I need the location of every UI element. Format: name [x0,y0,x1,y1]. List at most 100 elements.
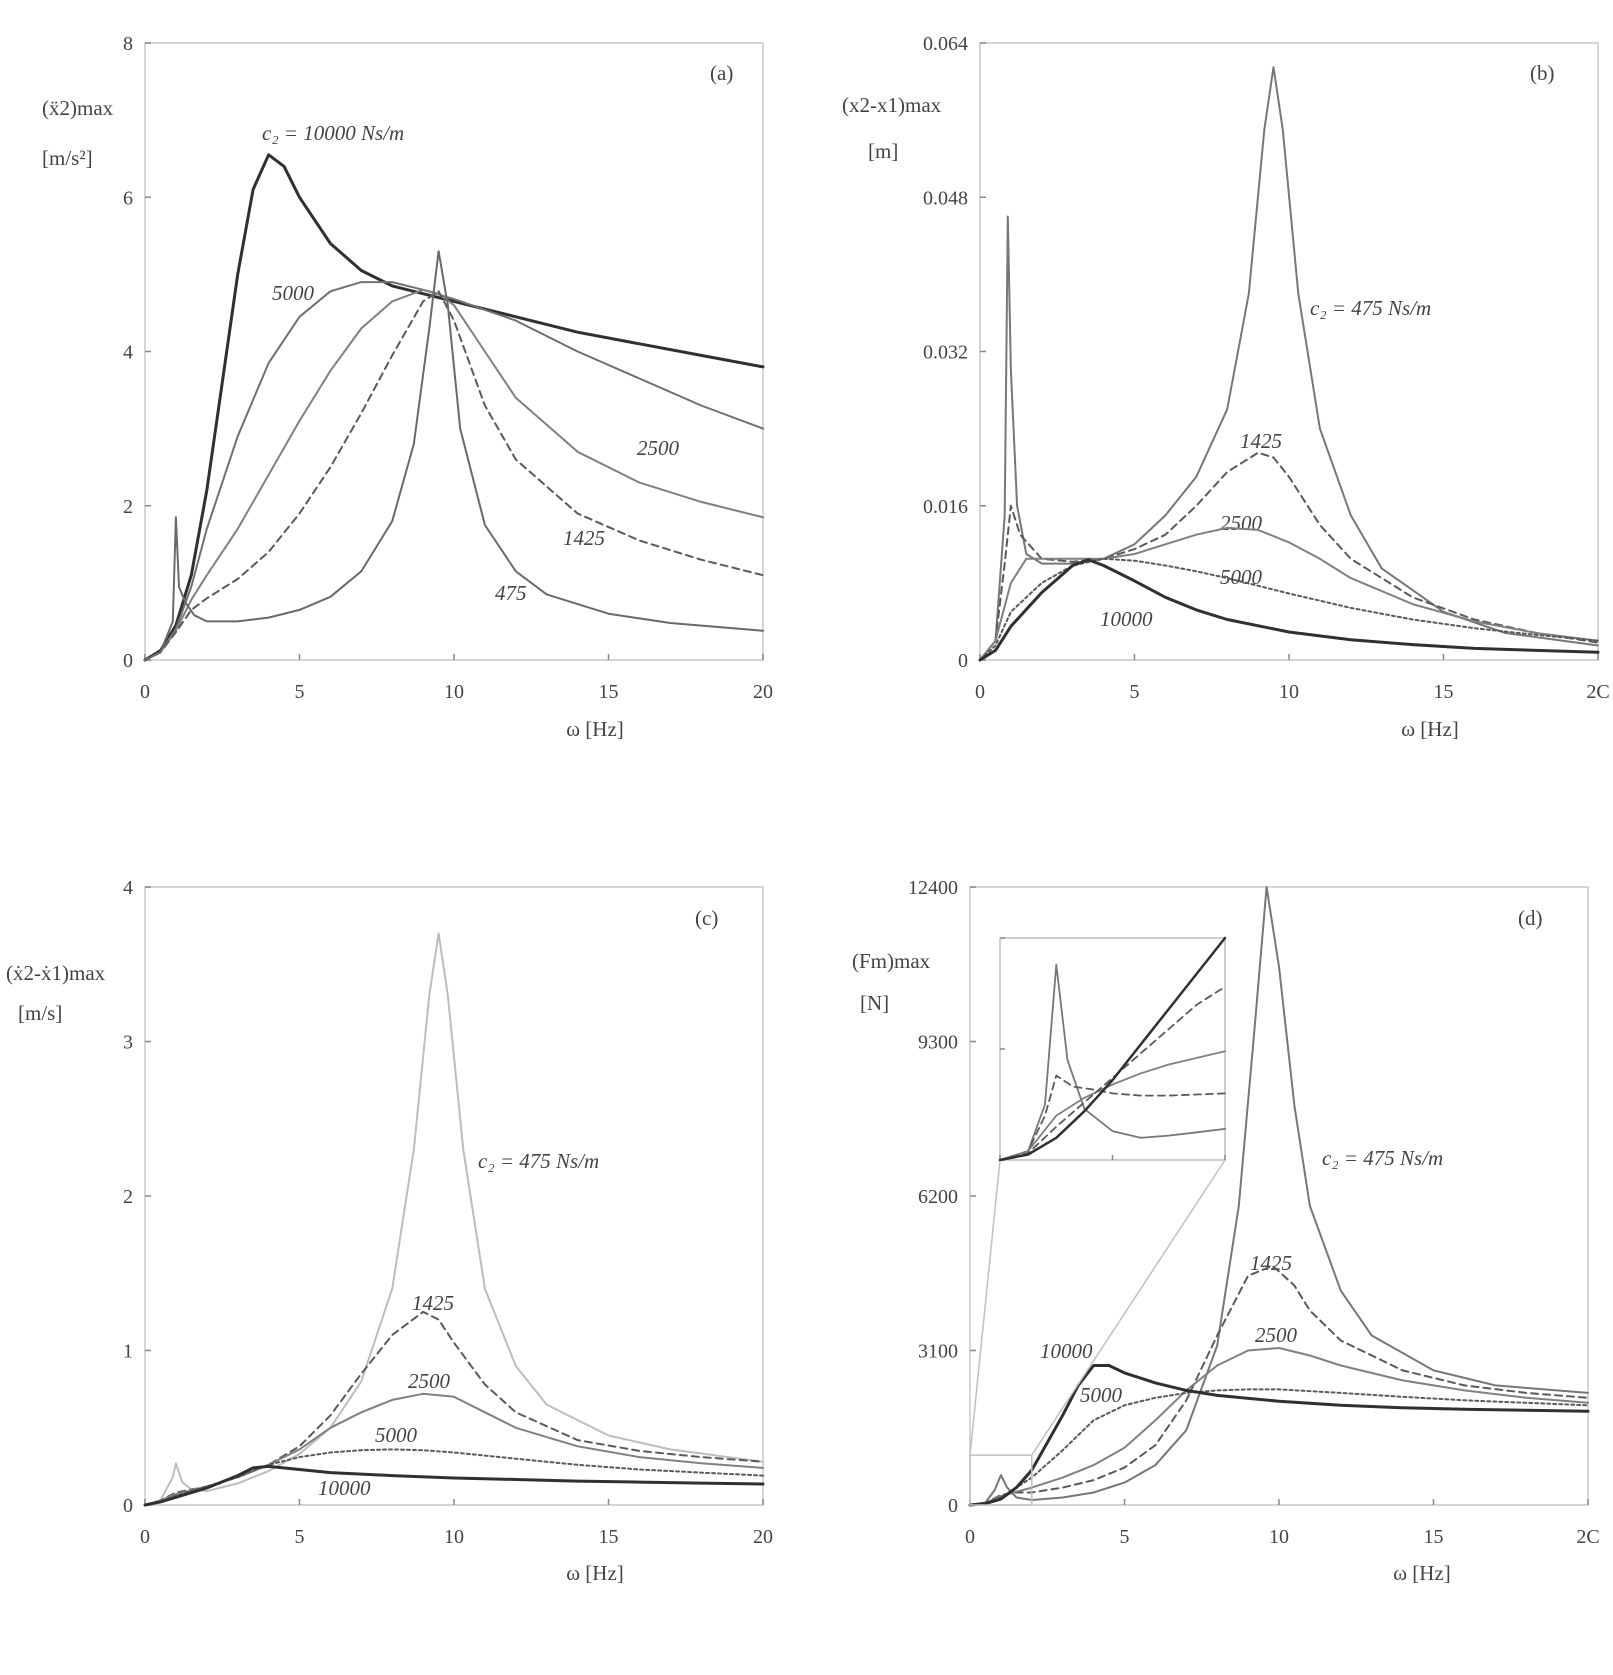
inset-series-line-5000 [999,985,1226,1161]
chart-panel-c: (c) (ẋ2-ẋ1)max [m/s] ω [Hz] c₂ = 475 Ns/… [6,877,773,1585]
annotation-d-1425: 1425 [1250,1251,1292,1275]
annotation-b-2500: 2500 [1220,511,1263,535]
y-tick-label-c: 1 [123,1341,133,1363]
inset-series-line-2500 [999,1050,1226,1161]
ylabel-a-line2: [m/s²] [42,146,93,170]
annotation-c-5000: 5000 [375,1423,418,1447]
annotation-b-10000: 10000 [1100,607,1153,631]
x-tick-label-b: 0 [975,681,985,703]
annotation-a-475: 475 [495,581,527,605]
ylabel-a-line1: (ẍ2)max [42,96,114,120]
annotation-d-2500: 2500 [1255,1323,1298,1347]
series-line-a-1425 [144,290,764,661]
series-line-b-5000 [979,557,1599,661]
x-tick-label-b: 5 [1130,681,1140,703]
annotation-c-c2-475: c₂ = 475 Ns/m [478,1149,599,1173]
xlabel-d: ω [Hz] [1393,1561,1451,1585]
x-tick-label-c: 20 [753,1526,773,1548]
x-tick-label-b: 15 [1434,681,1454,703]
x-tick-label-c: 10 [444,1526,464,1548]
series-line-b-475 [979,66,1599,661]
y-tick-label-c: 3 [123,1032,133,1054]
inset-frame [999,937,1226,1161]
annotation-b-1425: 1425 [1240,429,1282,453]
y-tick-label-b: 0.064 [923,33,968,55]
xlabel-c: ω [Hz] [566,1561,624,1585]
y-tick-label-b: 0.032 [923,342,968,364]
x-tick-label-a: 0 [140,681,150,703]
y-tick-label-b: 0.048 [923,187,968,209]
x-tick-label-c: 5 [295,1526,305,1548]
annotation-a-5000: 5000 [272,281,315,305]
y-tick-label-d: 9300 [918,1032,958,1054]
x-tick-label-c: 15 [599,1526,619,1548]
y-tick-label-c: 4 [123,877,133,899]
panel-label-c: (c) [695,906,718,930]
series-line-d-10000 [968,1364,1590,1507]
annotation-c-2500: 2500 [408,1369,451,1393]
ylabel-c-line1: (ẋ2-ẋ1)max [6,961,106,985]
inset-series-line-475 [999,963,1226,1161]
x-tick-label-d: 0 [965,1526,975,1548]
x-tick-label-a: 10 [444,681,464,703]
inset-plot [998,936,1227,1162]
annotation-b-c2-475: c₂ = 475 Ns/m [1310,296,1431,320]
x-tick-label-c: 0 [140,1526,150,1548]
series-line-b-2500 [979,526,1599,661]
annotation-c-1425: 1425 [412,1291,454,1315]
series-line-a-2500 [144,288,764,661]
inset-series-line-10000 [998,936,1227,1162]
ylabel-b-line1: (x2-x1)max [842,93,942,117]
series-line-d-2500 [969,1347,1589,1506]
series-line-d-475 [969,886,1589,1506]
ylabel-d-line2: [N] [860,991,889,1015]
series-line-a-475 [144,250,764,661]
x-tick-label-a: 15 [599,681,619,703]
y-tick-label-b: 0 [958,650,968,672]
x-tick-label-b: 2C [1586,681,1609,703]
y-tick-label-d: 0 [948,1495,958,1517]
series-line-b-1425 [979,451,1599,661]
ylabel-c-line2: [m/s] [18,1001,62,1025]
y-tick-label-d: 6200 [918,1186,958,1208]
y-tick-label-a: 0 [123,650,133,672]
annotation-d-10000: 10000 [1040,1339,1093,1363]
x-tick-label-b: 10 [1279,681,1299,703]
panel-label-b: (b) [1530,61,1555,85]
x-tick-label-d: 15 [1424,1526,1444,1548]
panel-label-a: (a) [710,61,733,85]
xlabel-b: ω [Hz] [1401,717,1459,741]
series-line-a-10000 [143,153,765,662]
annotation-a-1425: 1425 [563,526,605,550]
inset-zoom-region [969,1454,1033,1506]
x-tick-label-d: 5 [1120,1526,1130,1548]
annotation-a-2500: 2500 [637,436,680,460]
series-line-d-1425 [969,1264,1589,1506]
series-line-b-10000 [978,558,1600,662]
series-line-d-5000 [969,1388,1589,1506]
inset-connector-left [969,1159,1001,1456]
y-tick-label-d: 12400 [908,877,958,899]
x-tick-label-a: 5 [295,681,305,703]
y-tick-label-a: 4 [123,342,133,364]
annotation-d-c2-475: c₂ = 475 Ns/m [1322,1146,1443,1170]
chart-panel-d: (d) (Fm)max [N] ω [Hz] c₂ = 475 Ns/m 142… [852,877,1600,1585]
chart-panel-b: (b) (x2-x1)max [m] ω [Hz] c₂ = 475 Ns/m … [842,33,1610,741]
chart-panel-a: (a) (ẍ2)max [m/s²] ω [Hz] c₂ = 10000 Ns/… [42,33,773,741]
annotation-a-c2-10000: c₂ = 10000 Ns/m [262,121,404,145]
series-line-c-10000 [143,1464,765,1507]
inset-series-line-1425 [999,1074,1226,1161]
y-tick-label-a: 6 [123,187,133,209]
x-tick-label-d: 2C [1576,1526,1599,1548]
series-line-c-475 [144,932,764,1506]
annotation-c-10000: 10000 [318,1476,371,1500]
y-tick-label-d: 3100 [918,1341,958,1363]
panel-label-d: (d) [1518,906,1543,930]
y-tick-label-a: 8 [123,33,133,55]
xlabel-a: ω [Hz] [566,717,624,741]
series-line-a-5000 [144,281,764,661]
y-tick-label-c: 0 [123,1495,133,1517]
x-tick-label-a: 20 [753,681,773,703]
ylabel-d-line1: (Fm)max [852,949,931,973]
